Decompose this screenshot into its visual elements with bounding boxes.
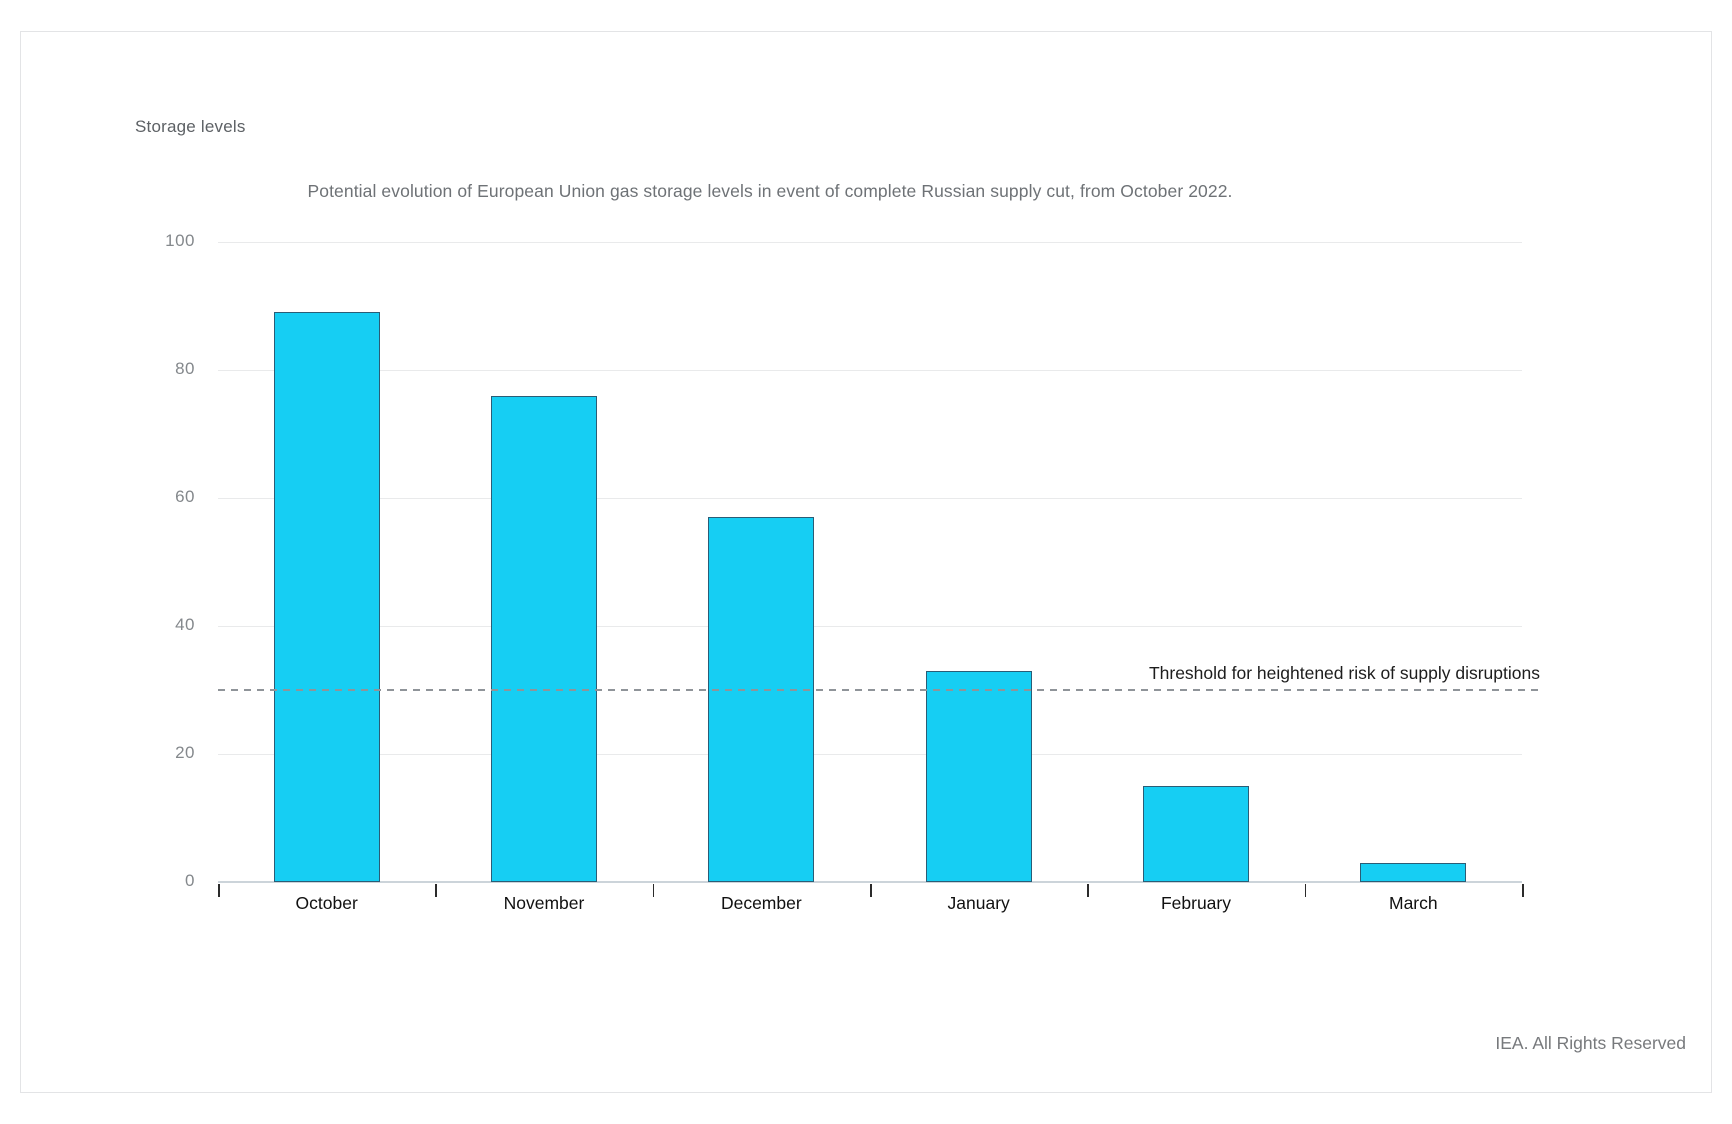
x-tick-label-january: January [947, 893, 1010, 913]
bar-january [925, 670, 1032, 882]
bar-october [273, 312, 380, 882]
gridline-20 [218, 754, 1522, 755]
y-tick-label-0: 0 [185, 871, 195, 890]
x-axis-tick-4 [1087, 884, 1089, 897]
x-tick-label-february: February [1160, 893, 1231, 913]
copyright-credit: IEA. All Rights Reserved [1495, 1033, 1686, 1053]
x-tick-label-december: December [720, 893, 802, 913]
x-axis-tick-0 [218, 884, 220, 897]
x-axis-tick-1 [435, 884, 437, 897]
plot-area [218, 242, 1522, 883]
y-tick-label-40: 40 [175, 615, 195, 634]
threshold-annotation: Threshold for heightened risk of supply … [1148, 663, 1540, 683]
y-tick-label-20: 20 [175, 743, 195, 762]
x-axis-tick-2 [652, 884, 655, 897]
x-tick-label-november: November [503, 893, 585, 913]
x-axis-tick-6 [1522, 884, 1524, 897]
gridline-40 [218, 626, 1522, 627]
bar-february [1143, 786, 1249, 882]
threshold-dashed-line [218, 689, 1540, 691]
bar-november [491, 395, 597, 882]
gridline-60 [218, 498, 1522, 499]
gridline-100 [218, 242, 1522, 243]
x-axis-tick-3 [870, 884, 872, 897]
gridline-80 [218, 370, 1522, 371]
y-tick-label-60: 60 [175, 487, 195, 506]
chart-title: Potential evolution of European Union ga… [307, 181, 1233, 201]
bar-march [1360, 862, 1467, 882]
x-tick-label-march: March [1389, 893, 1438, 913]
bar-december [708, 517, 815, 882]
x-axis-baseline [218, 881, 1522, 883]
x-axis-tick-5 [1304, 884, 1307, 897]
y-axis-title: Storage levels [135, 117, 246, 136]
y-tick-label-80: 80 [175, 359, 195, 378]
y-tick-label-100: 100 [165, 231, 195, 250]
x-tick-label-october: October [295, 893, 358, 913]
